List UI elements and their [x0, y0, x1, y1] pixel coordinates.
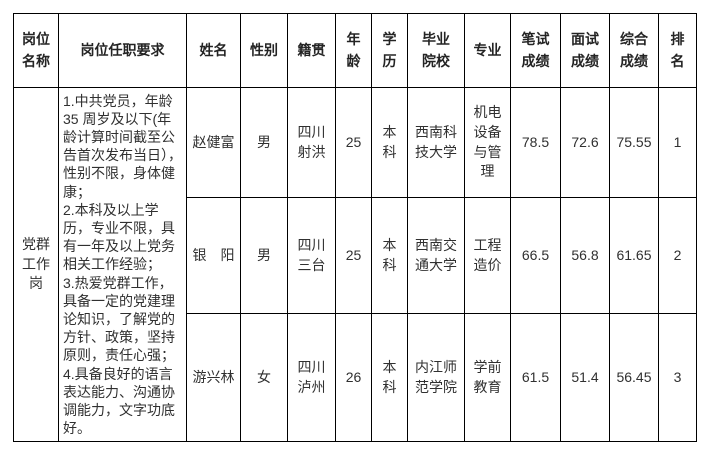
cell-major: 学前 教育 — [464, 313, 511, 442]
cell-overall-score: 75.55 — [609, 87, 659, 198]
column-header-overall-score: 综合 成绩 — [609, 13, 659, 88]
cell-rank: 3 — [658, 313, 697, 442]
cell-education: 本 科 — [371, 197, 408, 314]
cell-school: 西南交 通大学 — [407, 197, 465, 314]
requirement-item: 3.热爱党群工作，具备一定的党建理论知识，了解党的方针、政策，坚持原则，责任心强… — [63, 274, 175, 364]
column-header-education: 学 历 — [371, 13, 408, 88]
cell-school: 内江师 范学院 — [407, 313, 465, 442]
column-header-hometown: 籍贯 — [287, 13, 336, 88]
cell-written-score: 78.5 — [510, 87, 561, 198]
cell-major: 机电 设备 与管 理 — [464, 87, 511, 198]
cell-written-score: 61.5 — [510, 313, 561, 442]
results-table: 岗位 名称 岗位任职要求 姓名 性别 籍贯 年 龄 学 历 毕业 院校 专业 笔… — [13, 13, 697, 442]
cell-gender: 男 — [240, 87, 288, 198]
table-row: 银 阳 男 四川 三台 25 本 科 西南交 通大学 工程 造价 66.5 56… — [14, 197, 697, 314]
cell-written-score: 66.5 — [510, 197, 561, 314]
column-header-position-name: 岗位 名称 — [13, 13, 59, 88]
column-header-school: 毕业 院校 — [407, 13, 465, 88]
cell-rank: 2 — [658, 197, 697, 314]
cell-overall-score: 56.45 — [609, 313, 659, 442]
cell-position-name: 党群 工作 岗 — [13, 87, 59, 442]
cell-major: 工程 造价 — [464, 197, 511, 314]
cell-age: 25 — [335, 197, 372, 314]
cell-gender: 男 — [240, 197, 288, 314]
column-header-age: 年 龄 — [335, 13, 372, 88]
cell-education: 本 科 — [371, 87, 408, 198]
cell-name: 赵健富 — [186, 87, 241, 198]
requirement-item: 4.具备良好的语言表达能力、沟通协调能力，文字功底好。 — [63, 365, 175, 437]
cell-interview-score: 51.4 — [560, 313, 610, 442]
requirement-item: 2.本科及以上学历，专业不限，具有一年及以上党务相关工作经验； — [63, 201, 175, 273]
column-header-written-score: 笔试 成绩 — [510, 13, 561, 88]
column-header-rank: 排 名 — [658, 13, 697, 88]
cell-interview-score: 72.6 — [560, 87, 610, 198]
cell-age: 25 — [335, 87, 372, 198]
cell-name: 银 阳 — [186, 197, 241, 314]
cell-interview-score: 56.8 — [560, 197, 610, 314]
cell-gender: 女 — [240, 313, 288, 442]
requirement-item: 1.中共党员，年龄35 周岁及以下(年龄计算时间截至公告首次发布当日），性别不限… — [63, 92, 182, 200]
cell-name: 游兴林 — [186, 313, 241, 442]
cell-overall-score: 61.65 — [609, 197, 659, 314]
cell-hometown: 四川 泸州 — [287, 313, 336, 442]
cell-hometown: 四川 三台 — [287, 197, 336, 314]
cell-hometown: 四川 射洪 — [287, 87, 336, 198]
header-row: 岗位 名称 岗位任职要求 姓名 性别 籍贯 年 龄 学 历 毕业 院校 专业 笔… — [13, 13, 697, 88]
cell-age: 26 — [335, 313, 372, 442]
table-row: 游兴林 女 四川 泸州 26 本 科 内江师 范学院 学前 教育 61.5 51… — [14, 313, 697, 442]
table-row: 党群 工作 岗 1.中共党员，年龄35 周岁及以下(年龄计算时间截至公告首次发布… — [13, 87, 697, 442]
column-header-name: 姓名 — [186, 13, 241, 88]
cell-rank: 1 — [658, 87, 697, 198]
cell-school: 西南科 技大学 — [407, 87, 465, 198]
cell-education: 本 科 — [371, 313, 408, 442]
column-header-gender: 性别 — [240, 13, 288, 88]
column-header-interview-score: 面试 成绩 — [560, 13, 610, 88]
column-header-requirements: 岗位任职要求 — [58, 13, 187, 88]
cell-position-requirements: 1.中共党员，年龄35 周岁及以下(年龄计算时间截至公告首次发布当日），性别不限… — [58, 87, 187, 442]
column-header-major: 专业 — [464, 13, 511, 88]
